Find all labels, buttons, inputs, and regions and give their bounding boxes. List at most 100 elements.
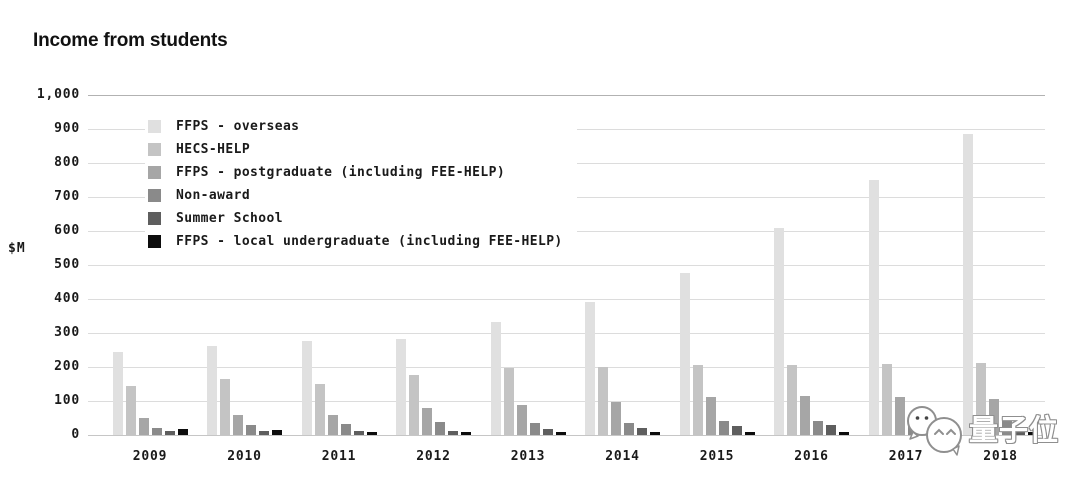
gridline-500 [88,265,1045,266]
y-tick-100: 100 [54,393,80,408]
bar-group-2009 [112,95,188,435]
watermark-text: 量子位 [969,413,1060,447]
legend-item: FFPS - postgraduate (including FEE-HELP) [148,161,563,184]
bar-group-2012 [396,95,471,435]
bar-2015-ffps-overseas [679,273,690,435]
watermark: 量子位 [903,404,1059,456]
bar-2016-summer-school [826,425,836,435]
bar-2013-ffps-postgraduate-including-fee-help [516,405,527,435]
bar-2011-ffps-postgraduate-including-fee-help [327,415,338,435]
bar-2013-summer-school [542,429,553,435]
legend-swatch-icon [148,212,161,225]
bar-2018-summer-school [1015,428,1025,435]
bar-2012-ffps-local-undergraduate-including-fee-help [461,432,471,435]
bar-2010-summer-school [259,431,269,435]
bar-2012-summer-school [448,431,458,435]
legend-swatch-icon [148,143,161,156]
bar-2010-non-award [246,425,256,435]
bar-2009-non-award [151,428,162,435]
legend-label: Non-award [176,188,251,203]
gridline-100 [88,401,1045,402]
bar-2016-non-award [813,421,823,435]
legend: FFPS - overseas HECS-HELP FFPS - postgradu… [145,110,577,260]
chart-title: Income from students [33,30,228,51]
legend-item: Non-award [148,184,563,207]
x-tick-2010: 2010 [227,449,262,464]
y-tick-900: 900 [54,121,80,136]
y-tick-0: 0 [71,427,80,442]
bar-group-2015 [679,95,755,435]
y-tick-1000: 1,000 [36,87,80,102]
bar-2018-hecs-help [976,363,986,435]
bar-2009-hecs-help [125,386,136,435]
gridline-1000 [88,95,1045,96]
x-tick-2009: 2009 [132,449,168,464]
bar-2014-summer-school [637,428,647,435]
bar-2012-ffps-overseas [396,339,406,435]
bar-2011-hecs-help [314,384,325,435]
legend-item: Summer School [148,207,563,230]
bar-2015-ffps-postgraduate-including-fee-help [705,397,716,435]
bar-2010-ffps-overseas [207,346,217,435]
bar-2010-ffps-local-undergraduate-including-fee-help [272,430,282,435]
bar-group-2018 [963,95,1038,435]
bar-2014-ffps-postgraduate-including-fee-help [611,402,621,435]
bar-2012-non-award [435,422,445,435]
x-tick-2014: 2014 [605,449,640,464]
gridline-200 [88,367,1045,368]
bar-2018-non-award [1002,421,1012,435]
legend-label: FFPS - overseas [176,119,300,134]
legend-label: FFPS - local undergraduate (including FE… [176,234,563,249]
bar-2009-summer-school [164,431,175,435]
y-tick-800: 800 [54,155,80,170]
gridline-400 [88,299,1045,300]
bar-2014-non-award [624,423,634,435]
y-tick-400: 400 [54,291,80,306]
bar-2018-ffps-local-undergraduate-including-fee-help [1028,432,1038,435]
bar-2010-hecs-help [220,379,230,435]
bar-2013-ffps-overseas [490,322,501,435]
bar-group-2013 [490,95,566,435]
legend-swatch-icon [148,166,161,179]
bar-2018-ffps-postgraduate-including-fee-help [989,399,999,435]
bar-2009-ffps-postgraduate-including-fee-help [138,418,149,435]
legend-swatch-icon [148,235,161,248]
bar-2015-hecs-help [692,365,703,435]
y-tick-200: 200 [54,359,80,374]
x-tick-2011: 2011 [321,449,357,464]
legend-item: HECS-HELP [148,138,563,161]
y-tick-300: 300 [54,325,80,340]
bar-2015-ffps-local-undergraduate-including-fee-help [744,432,755,435]
bar-group-2014 [585,95,660,435]
bar-2011-non-award [340,424,351,435]
bar-2017-ffps-postgraduate-including-fee-help [894,397,905,435]
bar-2012-ffps-postgraduate-including-fee-help [422,408,432,435]
bar-2011-ffps-overseas [301,341,312,435]
bar-group-2016 [774,95,849,435]
x-tick-2017: 2017 [888,449,924,464]
legend-label: Summer School [176,211,283,226]
bar-group-2017 [868,95,944,435]
x-tick-2012: 2012 [416,449,451,464]
bar-2010-ffps-postgraduate-including-fee-help [233,415,243,435]
x-tick-2018: 2018 [983,449,1018,464]
y-tick-500: 500 [54,257,80,272]
bar-2017-hecs-help [881,364,892,435]
legend-item: FFPS - overseas [148,115,563,138]
bar-2016-ffps-postgraduate-including-fee-help [800,396,810,435]
x-tick-2013: 2013 [510,449,546,464]
bar-2016-hecs-help [787,365,797,435]
y-tick-600: 600 [54,223,80,238]
chat-bubbles-icon [907,406,962,456]
legend-item: FFPS - local undergraduate (including FE… [148,230,563,253]
bar-2017-ffps-overseas [868,180,879,435]
x-tick-2015: 2015 [699,449,735,464]
bar-group-2010 [207,95,282,435]
bar-2014-hecs-help [598,367,608,435]
bar-2015-non-award [718,421,729,435]
bar-2009-ffps-overseas [112,352,123,435]
bar-2014-ffps-local-undergraduate-including-fee-help [650,432,660,435]
bar-group-2011 [301,95,377,435]
legend-label: HECS-HELP [176,142,251,157]
